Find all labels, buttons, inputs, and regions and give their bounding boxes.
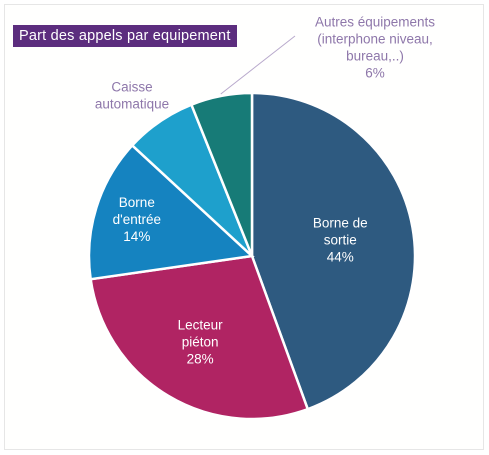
pie-slice xyxy=(189,91,254,257)
pie-slice xyxy=(250,91,417,411)
slice-label: Borne d'entrée 14% xyxy=(113,195,161,244)
slice-label: Lecteur piéton 28% xyxy=(178,318,224,367)
slice-label: Autres équipements (interphone niveau, bur… xyxy=(315,15,435,81)
pie-slice xyxy=(89,254,310,421)
leader-line xyxy=(220,35,296,95)
slice-label: Borne de sortie 44% xyxy=(313,215,368,264)
slice-label: Caisse automatique xyxy=(95,80,169,112)
pie-slice xyxy=(87,143,255,281)
chart-title: Part des appels par equipement xyxy=(13,25,237,47)
